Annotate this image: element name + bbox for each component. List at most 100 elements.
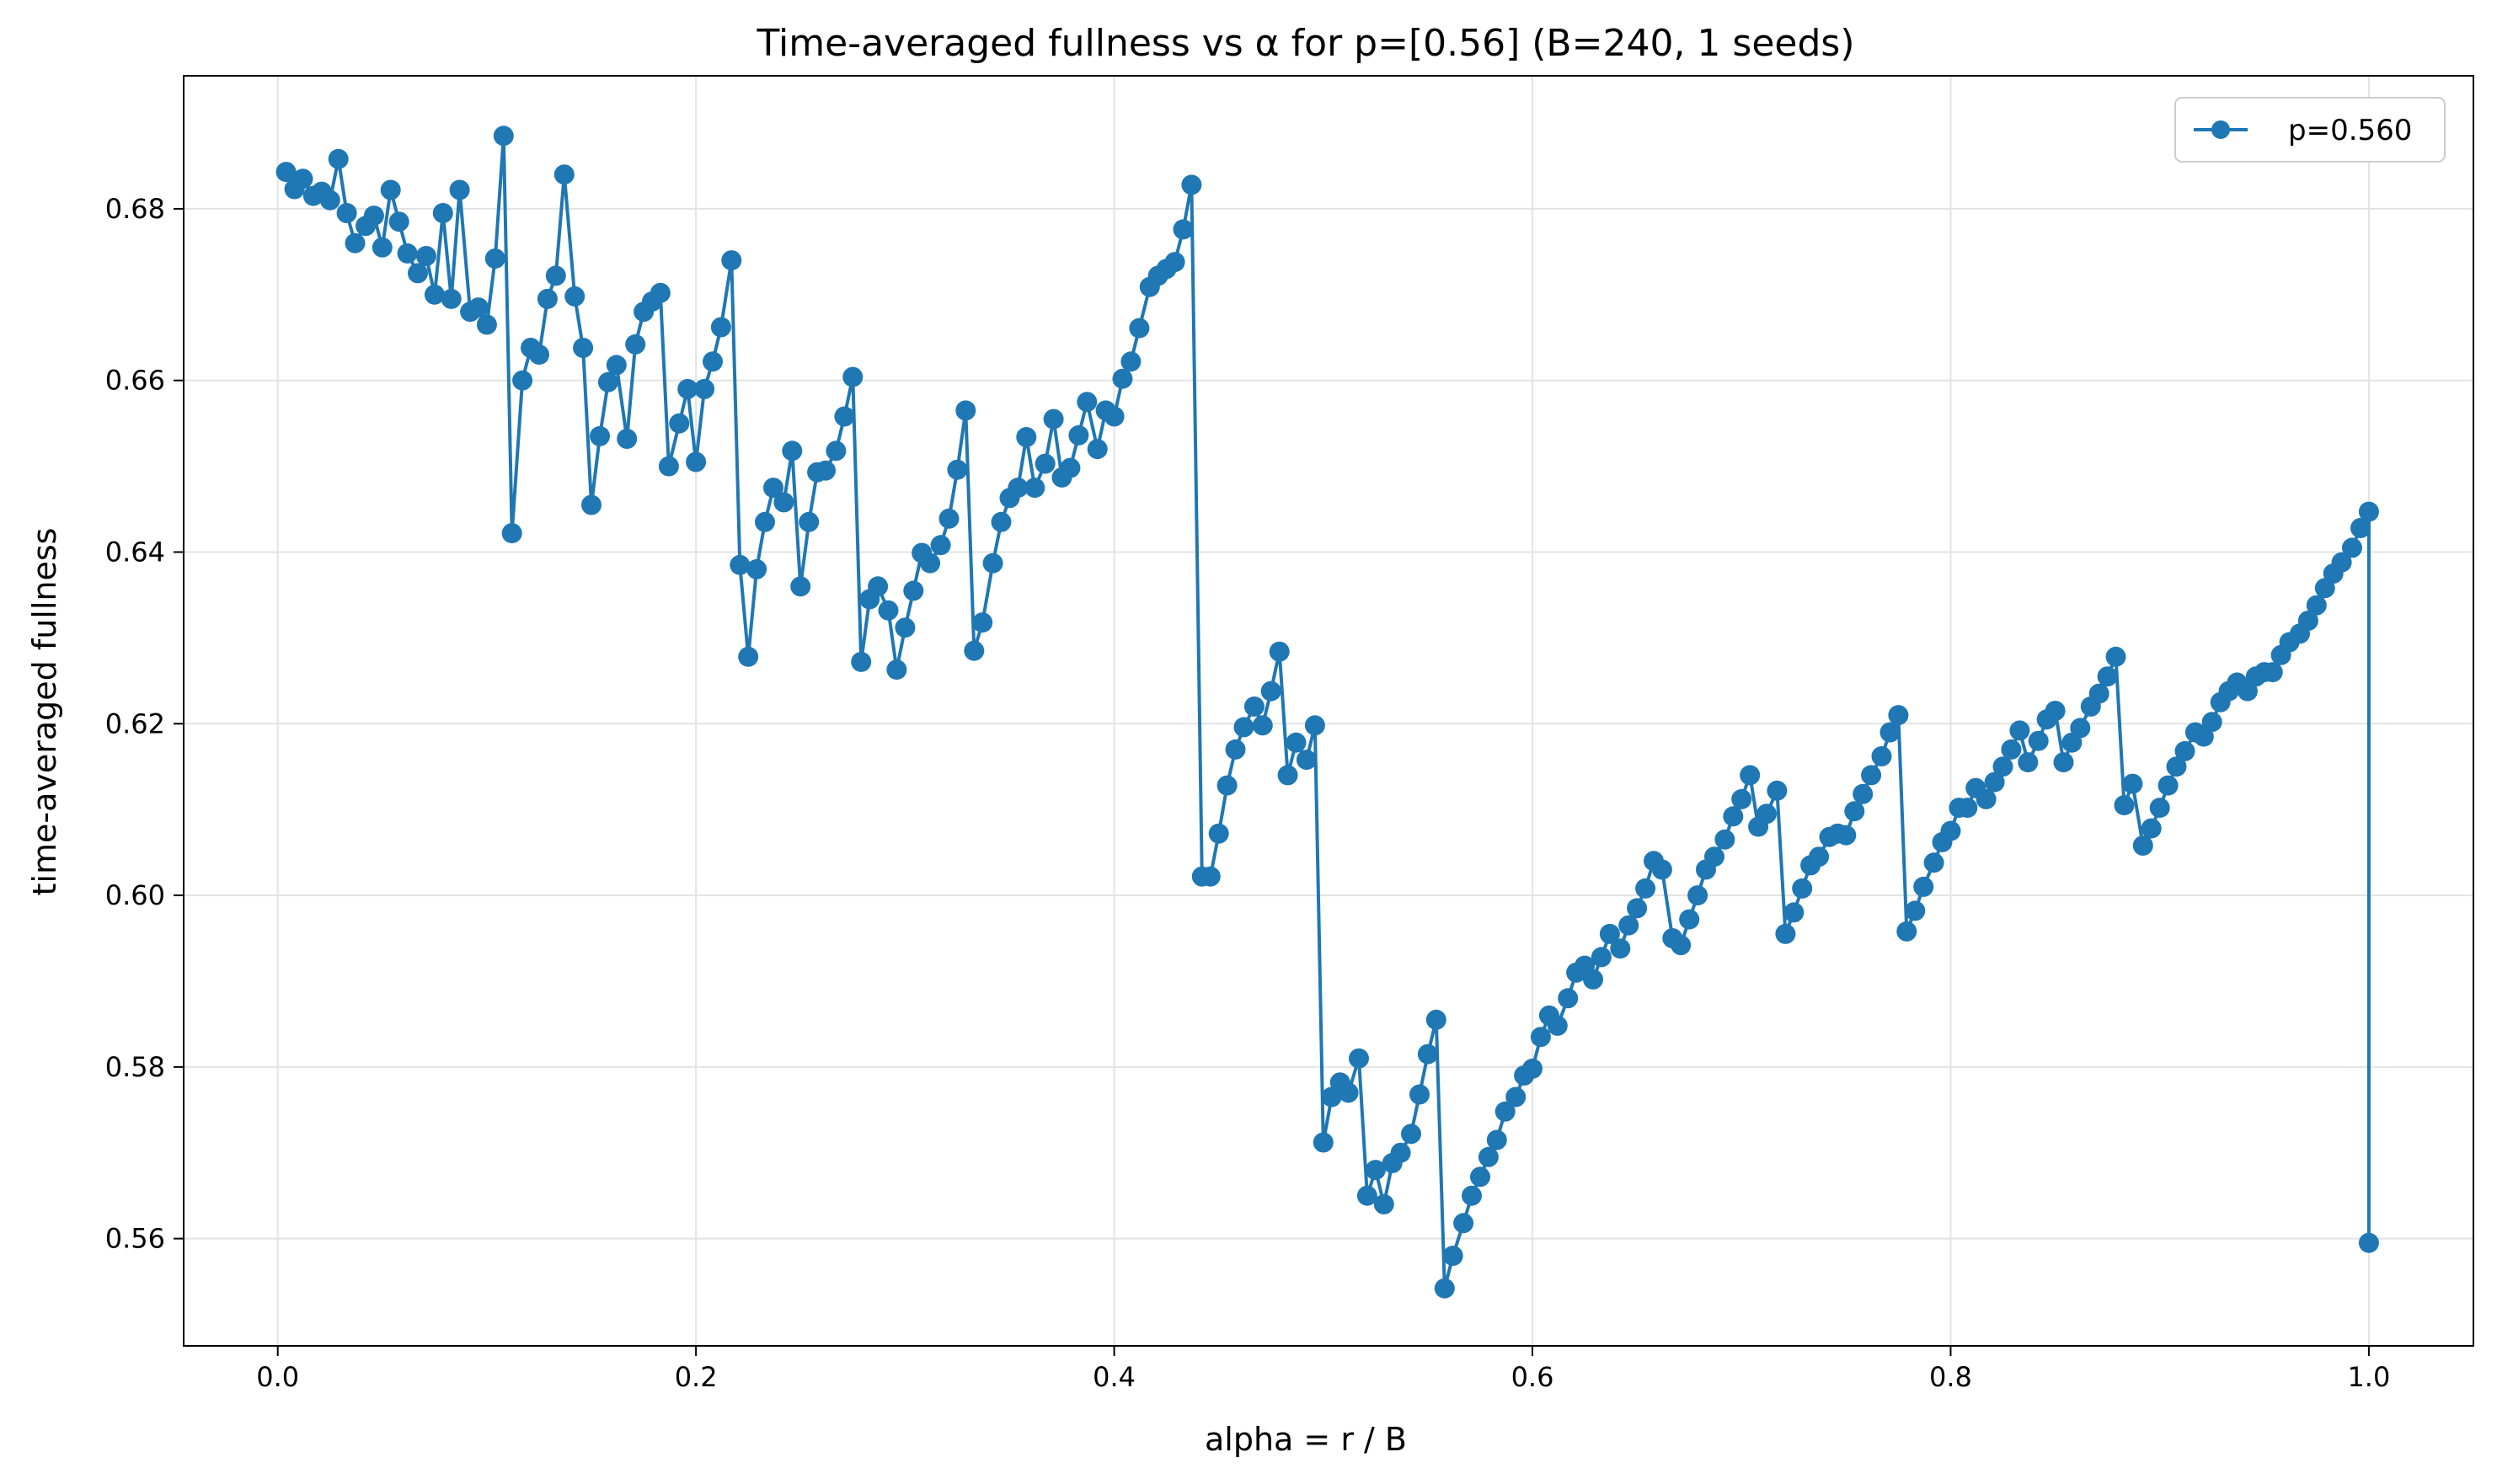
y-tick-label: 0.66 xyxy=(105,365,165,397)
data-point xyxy=(1767,780,1788,801)
data-point xyxy=(947,459,968,480)
data-point xyxy=(2114,795,2135,816)
data-point xyxy=(955,400,976,421)
data-point xyxy=(1216,775,1238,796)
data-point xyxy=(1905,900,1926,921)
axes-frame xyxy=(183,75,2474,1347)
data-point xyxy=(2141,818,2162,839)
x-tick-label: 0.2 xyxy=(675,1361,718,1393)
data-point xyxy=(1035,453,1056,474)
data-point xyxy=(529,344,549,366)
x-tick-label: 1.0 xyxy=(2347,1361,2390,1393)
data-point xyxy=(895,617,916,638)
data-point xyxy=(1129,318,1150,339)
data-point xyxy=(1181,174,1202,195)
data-point xyxy=(2053,752,2074,773)
data-point xyxy=(686,451,707,472)
x-tick-label: 0.0 xyxy=(256,1361,299,1393)
data-point xyxy=(1338,1082,1359,1103)
grid xyxy=(184,76,2473,1346)
data-point xyxy=(397,243,418,264)
data-point xyxy=(763,478,783,499)
data-point xyxy=(1844,801,1865,822)
data-point xyxy=(1304,715,1325,736)
y-tick-label: 0.56 xyxy=(105,1223,165,1255)
data-point xyxy=(2028,730,2049,751)
data-point xyxy=(710,317,731,338)
data-point xyxy=(1731,788,1752,809)
data-point xyxy=(1016,427,1037,447)
data-point xyxy=(493,125,514,147)
data-point xyxy=(1200,866,1221,887)
data-point xyxy=(1373,1193,1394,1214)
data-point xyxy=(1687,885,1708,906)
data-point xyxy=(903,580,924,601)
data-point xyxy=(1112,368,1133,389)
data-point xyxy=(1976,788,1997,809)
data-point xyxy=(1888,705,1909,726)
legend-label: p=0.560 xyxy=(2288,114,2412,147)
data-point xyxy=(938,508,960,529)
data-point xyxy=(782,440,803,462)
data-point xyxy=(920,552,941,574)
data-point xyxy=(319,190,340,211)
data-point xyxy=(573,338,594,358)
x-axis: 0.0 0.2 0.4 0.6 0.8 1.0 xyxy=(256,1346,2390,1393)
data-point xyxy=(1104,406,1125,427)
data-point xyxy=(1610,938,1631,959)
data-point xyxy=(1401,1124,1421,1145)
data-point xyxy=(721,250,742,271)
data-point xyxy=(878,600,899,621)
legend-box xyxy=(2174,97,2446,163)
data-point xyxy=(1923,852,1944,873)
data-point xyxy=(2358,1232,2379,1253)
data-point xyxy=(842,366,864,387)
data-point xyxy=(1164,252,1185,273)
data-point xyxy=(1783,902,1805,923)
data-point xyxy=(1494,1101,1516,1122)
data-point xyxy=(799,511,820,532)
data-point xyxy=(694,378,715,399)
data-point xyxy=(501,523,522,544)
data-point xyxy=(1861,765,1882,786)
data-point xyxy=(1853,783,1874,804)
x-tick-label: 0.4 xyxy=(1093,1361,1136,1393)
data-point xyxy=(1913,876,1934,897)
data-point xyxy=(964,640,985,661)
data-point xyxy=(1434,1278,1455,1299)
x-axis-label: alpha = r / B xyxy=(1205,1421,1407,1458)
data-point xyxy=(746,558,767,579)
data-point xyxy=(1120,351,1142,372)
data-point xyxy=(328,148,349,169)
data-point xyxy=(1836,825,1857,846)
data-point xyxy=(851,651,872,672)
data-point xyxy=(1453,1213,1474,1234)
data-point xyxy=(1068,424,1089,446)
data-point xyxy=(972,612,993,633)
y-tick-label: 0.58 xyxy=(105,1051,165,1083)
data-point xyxy=(1269,641,1290,662)
data-point xyxy=(2174,740,2195,761)
data-point xyxy=(380,179,401,200)
data-point xyxy=(1296,750,1317,771)
data-point xyxy=(1486,1129,1507,1150)
data-point xyxy=(1252,715,1273,736)
data-point xyxy=(1409,1084,1430,1105)
data-point xyxy=(537,288,558,309)
data-point xyxy=(790,576,811,597)
data-point xyxy=(1756,803,1777,825)
data-point xyxy=(1599,923,1620,944)
data-point xyxy=(1024,478,1045,499)
data-point xyxy=(590,425,610,446)
data-point xyxy=(1277,765,1298,786)
legend-marker xyxy=(2211,120,2230,139)
data-point xyxy=(650,282,671,303)
data-point xyxy=(292,168,313,190)
data-point xyxy=(773,492,794,513)
data-point xyxy=(834,406,855,427)
data-point xyxy=(1984,771,2005,793)
x-tick-label: 0.6 xyxy=(1511,1361,1554,1393)
data-point xyxy=(669,413,690,434)
data-point xyxy=(2358,501,2379,522)
data-point xyxy=(815,460,836,481)
